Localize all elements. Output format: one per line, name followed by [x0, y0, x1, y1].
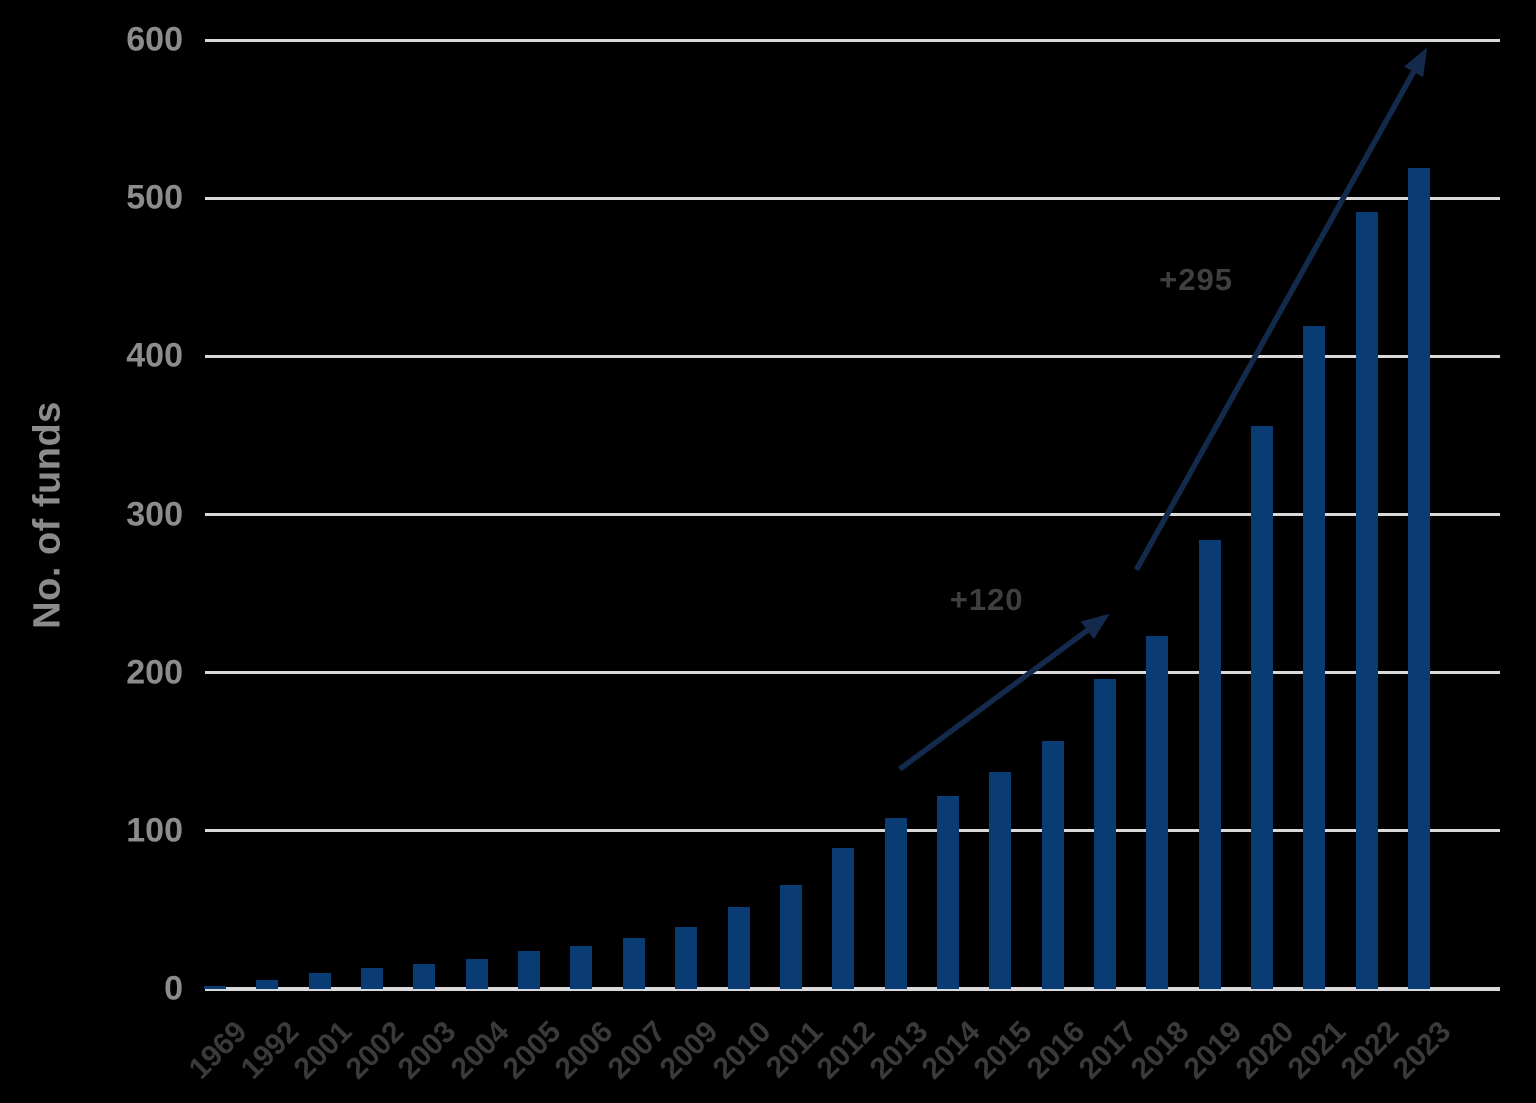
gridline-600 [205, 38, 1500, 42]
bar-2012 [832, 848, 855, 989]
x-tick-text: 2013 [863, 1015, 934, 1086]
x-tick-text: 2016 [1020, 1015, 1091, 1086]
x-tick-text: 2014 [915, 1015, 987, 1086]
bar-2001 [308, 973, 331, 989]
x-tick-text: 2019 [1177, 1015, 1248, 1086]
trend-arrows-overlay [898, 47, 1428, 772]
bar-1992 [256, 979, 279, 989]
x-tick-text: 2007 [601, 1015, 673, 1086]
bar-2019 [1198, 539, 1221, 989]
bar-2021 [1303, 326, 1326, 989]
bar-2022 [1355, 212, 1378, 989]
annotation-label-1: +120 [949, 581, 1024, 617]
bar-2018 [1146, 636, 1169, 989]
bar-2013 [884, 818, 907, 989]
gridline-400 [205, 354, 1500, 358]
y-tick-label-600: 600 [126, 20, 183, 59]
x-tick-text: 2011 [759, 1015, 830, 1085]
x-tick-text: 2005 [496, 1015, 568, 1086]
x-tick-text: 1969 [182, 1015, 254, 1086]
bar-2010 [727, 906, 750, 989]
x-tick-text: 2021 [1282, 1015, 1353, 1086]
bar-2006 [570, 946, 593, 989]
x-tick-text: 2023 [1386, 1015, 1458, 1086]
gridline-200 [205, 671, 1500, 675]
bar-1969 [204, 985, 226, 989]
x-tick-text: 2017 [1072, 1015, 1144, 1086]
gridline-500 [205, 196, 1500, 200]
x-tick-text: 2003 [392, 1015, 463, 1086]
x-tick-text: 2006 [549, 1015, 620, 1086]
y-tick-label-0: 0 [164, 969, 183, 1008]
bar-2011 [779, 884, 802, 989]
x-tick-text: 2012 [810, 1015, 882, 1086]
bar-2017 [1093, 678, 1116, 989]
bar-2020 [1251, 425, 1273, 989]
plot-area: 1969 1992 2001 2002 2003 2004 2005 2006 2007 2009… [183, 38, 1500, 1086]
x-tick-text: 2015 [968, 1015, 1039, 1086]
x-tick-text: 2022 [1334, 1015, 1406, 1086]
x-tick-text: 1992 [235, 1015, 306, 1086]
x-tick-text: 2002 [339, 1015, 411, 1086]
bar-2007 [622, 938, 645, 989]
bar-2016 [1041, 740, 1064, 989]
x-tick-text: 2010 [706, 1015, 777, 1086]
y-tick-label-300: 300 [126, 495, 183, 533]
x-tick-text: 2001 [287, 1015, 359, 1086]
bar-2005 [518, 951, 541, 989]
gridline-300 [205, 513, 1500, 516]
bar-2023 [1408, 168, 1431, 989]
x-axis-baseline [205, 987, 1500, 991]
trend-arrow-2 [1133, 47, 1428, 572]
y-tick-label-500: 500 [126, 178, 183, 217]
gridline-100 [205, 829, 1500, 833]
y-tick-label-400: 400 [126, 336, 183, 375]
y-tick-label-100: 100 [126, 811, 183, 850]
trend-arrow-1 [898, 613, 1110, 772]
y-tick-label-200: 200 [126, 653, 183, 692]
bar-2015 [989, 772, 1012, 989]
bar-2002 [361, 968, 384, 989]
bar-2014 [936, 796, 959, 989]
bar-2003 [413, 963, 436, 989]
x-tick-text: 2004 [444, 1015, 516, 1086]
x-tick-text: 2020 [1229, 1015, 1301, 1086]
x-tick-text: 2009 [653, 1015, 725, 1086]
bar-2009 [675, 927, 698, 989]
x-tick-text: 2018 [1125, 1015, 1196, 1086]
bar-2004 [465, 958, 488, 989]
annotation-label-2: +295 [1159, 262, 1233, 298]
